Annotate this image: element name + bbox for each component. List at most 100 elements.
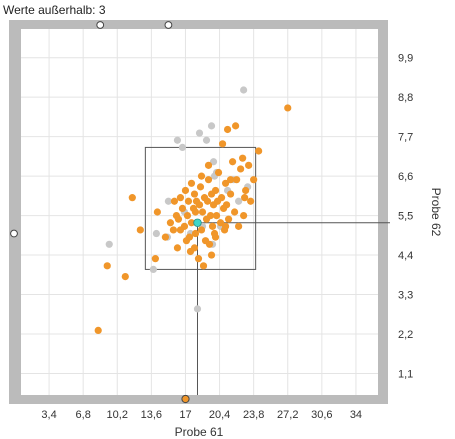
selected-point xyxy=(184,197,193,205)
unselected-point xyxy=(202,136,211,144)
unselected-point xyxy=(105,240,113,248)
selected-point xyxy=(205,240,214,248)
y-tick-label: 3,3 xyxy=(398,290,413,302)
selected-point xyxy=(183,211,192,220)
unselected-point xyxy=(178,143,187,152)
selection-box xyxy=(144,146,257,270)
y-tick-label: 7,7 xyxy=(398,132,413,144)
selected-point xyxy=(191,229,200,238)
selected-point xyxy=(239,154,247,162)
x-tick-label: 10,2 xyxy=(107,409,128,421)
unselected-point xyxy=(149,265,157,274)
x-tick-label: 17 xyxy=(179,409,191,421)
selected-point xyxy=(173,244,182,252)
unselected-point xyxy=(240,86,248,94)
grid-lines xyxy=(21,29,378,395)
selected-point xyxy=(208,222,217,230)
selected-point xyxy=(221,222,230,230)
x-axis-ticks: 3,4 6,8 10,2 13,6 17 20,4 23,8 27,2 30,6 34 xyxy=(41,409,362,421)
selected-point xyxy=(151,255,159,263)
highlight-point xyxy=(193,218,202,227)
selected-point xyxy=(235,222,243,230)
y-axis-ticks: 1,1 2,2 3,3 4,4 5,5 6,6 7,7 8,8 9,9 xyxy=(398,53,413,381)
selected-point xyxy=(170,197,179,205)
selected-point xyxy=(247,197,255,205)
selected-point xyxy=(218,140,227,148)
selected-point xyxy=(224,215,233,223)
selected-point xyxy=(216,219,225,227)
selected-point xyxy=(169,226,178,234)
selected-point xyxy=(228,158,237,166)
selected-point xyxy=(242,186,250,195)
x-tick-label: 13,6 xyxy=(141,409,162,421)
unselected-point xyxy=(195,129,204,137)
x-tick-label: 27,2 xyxy=(277,409,298,421)
selected-point xyxy=(197,226,206,234)
selected-point xyxy=(178,204,187,213)
selected-point xyxy=(284,104,292,112)
selected-point xyxy=(176,194,185,202)
y-tick-label: 5,5 xyxy=(398,211,413,223)
selected-point xyxy=(196,183,205,191)
unselected-point xyxy=(209,158,218,166)
selected-point xyxy=(250,176,258,184)
selected-point xyxy=(187,179,196,187)
x-tick-label: 3,4 xyxy=(41,409,56,421)
data-points xyxy=(94,86,292,335)
selected-point xyxy=(190,244,199,252)
unselected-point xyxy=(173,136,182,144)
selected-point xyxy=(212,211,221,220)
x-tick-label: 23,8 xyxy=(243,409,264,421)
selected-point xyxy=(176,226,185,234)
selected-point xyxy=(194,255,203,263)
selected-point xyxy=(204,161,213,169)
y-tick-label: 1,1 xyxy=(398,368,413,380)
selected-point xyxy=(185,233,194,241)
selected-point xyxy=(103,262,111,270)
y-tick-label: 6,6 xyxy=(398,171,413,183)
selected-point xyxy=(211,186,220,195)
selected-point xyxy=(190,190,199,198)
selected-point xyxy=(226,176,235,184)
x-axis-title: Probe 61 xyxy=(175,425,224,439)
selected-point xyxy=(223,125,232,134)
selected-point xyxy=(187,219,196,227)
selected-point xyxy=(203,197,212,205)
x-tick-label: 34 xyxy=(350,409,362,421)
selected-point xyxy=(181,186,190,195)
x-tick-label: 20,4 xyxy=(209,409,230,421)
selected-point xyxy=(166,219,175,227)
selected-point xyxy=(221,179,230,187)
unselected-point xyxy=(193,305,202,313)
unselected-point xyxy=(164,197,173,205)
selected-point xyxy=(199,262,208,270)
selected-point xyxy=(161,233,170,241)
selected-point xyxy=(206,211,215,220)
selected-point xyxy=(153,208,161,216)
outside-marker-bottom xyxy=(181,394,190,404)
selected-point xyxy=(255,147,263,155)
selected-point xyxy=(237,165,245,173)
selected-point xyxy=(174,215,183,223)
unselected-point xyxy=(235,197,243,205)
y-axis-title: Probe 62 xyxy=(429,188,443,237)
selected-point xyxy=(204,176,213,184)
selected-point xyxy=(217,194,226,202)
selected-point xyxy=(191,208,200,216)
selected-point xyxy=(198,208,207,216)
y-tick-label: 4,4 xyxy=(398,250,413,262)
outside-marker xyxy=(96,21,105,29)
selected-point xyxy=(94,326,102,335)
x-tick-label: 30,6 xyxy=(311,409,332,421)
selected-point xyxy=(222,201,231,209)
selected-point xyxy=(233,176,241,184)
x-tick-label: 6,8 xyxy=(76,409,91,421)
selected-point xyxy=(195,201,204,209)
selected-point xyxy=(245,161,253,169)
selected-point xyxy=(230,208,239,216)
selected-point xyxy=(240,211,248,220)
y-tick-label: 9,9 xyxy=(398,53,413,65)
outside-values-label: Werte außerhalb: 3 xyxy=(3,3,106,17)
selected-point xyxy=(121,272,129,281)
